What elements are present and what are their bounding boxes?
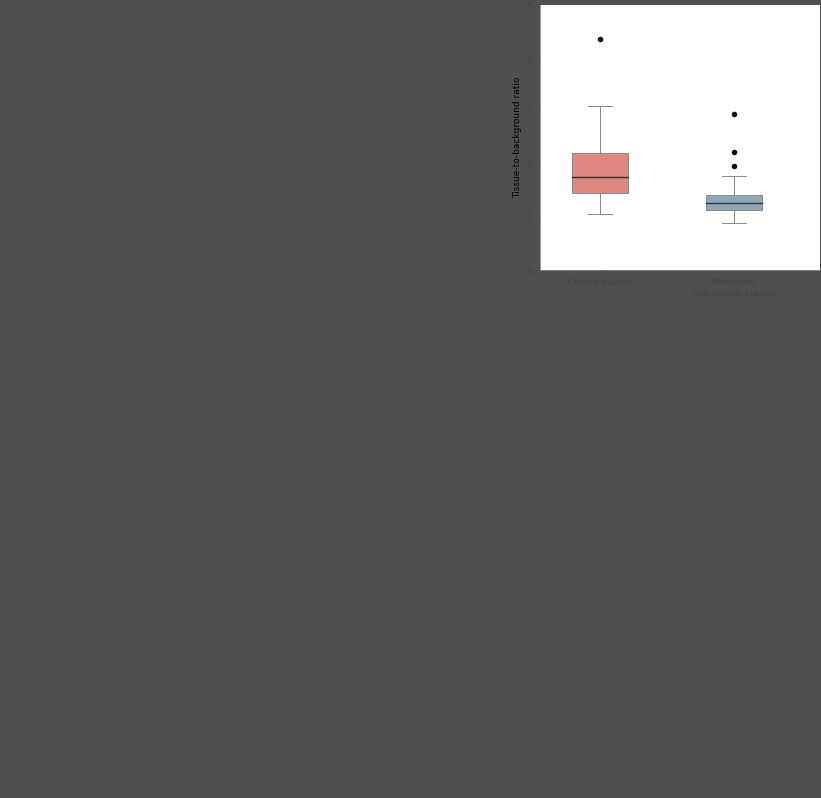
Bar (572, 153, 628, 193)
Text: c: c (479, 0, 487, 3)
Y-axis label: Tissue-to-background ratio: Tissue-to-background ratio (513, 77, 522, 198)
Bar (705, 195, 762, 210)
